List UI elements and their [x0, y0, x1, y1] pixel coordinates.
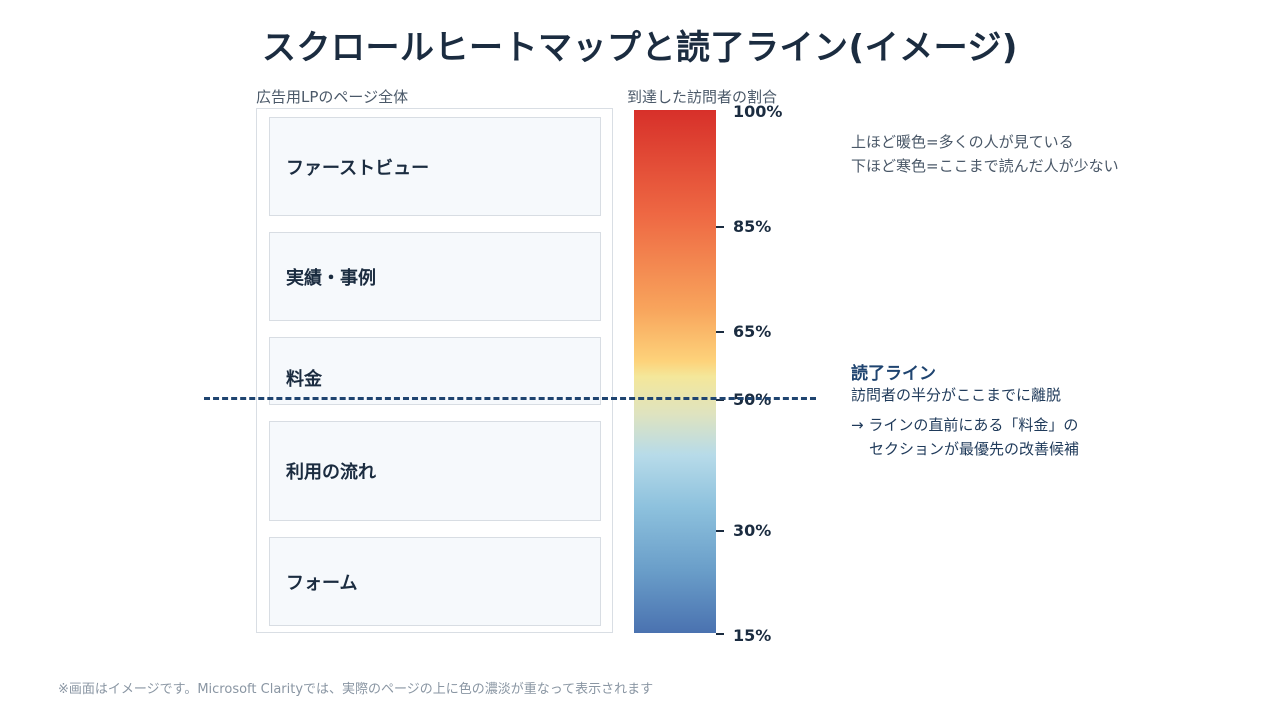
tick-label-30: 30%	[733, 521, 772, 540]
read-line-desc: 訪問者の半分がここまでに離脱	[851, 386, 1062, 404]
section-form: フォーム	[269, 537, 601, 626]
reach-gradient-bar	[634, 110, 716, 633]
tick-label-15: 15%	[733, 626, 772, 645]
tick-label-65: 65%	[733, 322, 772, 341]
reach-bar-label: 到達した訪問者の割合	[627, 88, 778, 106]
tick-label-85: 85%	[733, 217, 772, 236]
section-pricing: 料金	[269, 337, 601, 405]
tick-85	[716, 226, 724, 228]
callout-line-1: → ラインの直前にある「料金」の	[851, 416, 1079, 434]
color-legend-note: 上ほど暖色=多くの人が見ている 下ほど寒色=ここまで読んだ人が少ない	[851, 130, 1119, 178]
read-line-dashed	[204, 397, 816, 400]
tick-30	[716, 530, 724, 532]
section-label: ファーストビュー	[286, 157, 430, 179]
note-warm: 上ほど暖色=多くの人が見ている	[851, 133, 1074, 151]
page-label: 広告用LPのページ全体	[256, 88, 409, 106]
section-label: 料金	[286, 369, 322, 390]
section-case-studies: 実績・事例	[269, 232, 601, 321]
section-label: フォーム	[286, 572, 358, 594]
read-line-title: 読了ライン	[851, 364, 936, 384]
section-label: 利用の流れ	[286, 462, 376, 483]
section-flow: 利用の流れ	[269, 421, 601, 521]
tick-label-50: 50%	[733, 390, 772, 409]
section-label: 実績・事例	[286, 267, 376, 289]
note-cold: 下ほど寒色=ここまで読んだ人が少ない	[851, 157, 1119, 175]
tick-15	[716, 633, 724, 635]
tick-65	[716, 331, 724, 333]
section-first-view: ファーストビュー	[269, 117, 601, 216]
footnote: ※画面はイメージです。Microsoft Clarityでは、実際のページの上に…	[58, 682, 654, 697]
read-line-callout: → ラインの直前にある「料金」の セクションが最優先の改善候補	[851, 413, 1079, 461]
diagram-title: スクロールヒートマップと読了ライン(イメージ)	[262, 28, 1018, 68]
tick-label-100: 100%	[733, 102, 783, 121]
callout-line-2: セクションが最優先の改善候補	[869, 440, 1080, 458]
